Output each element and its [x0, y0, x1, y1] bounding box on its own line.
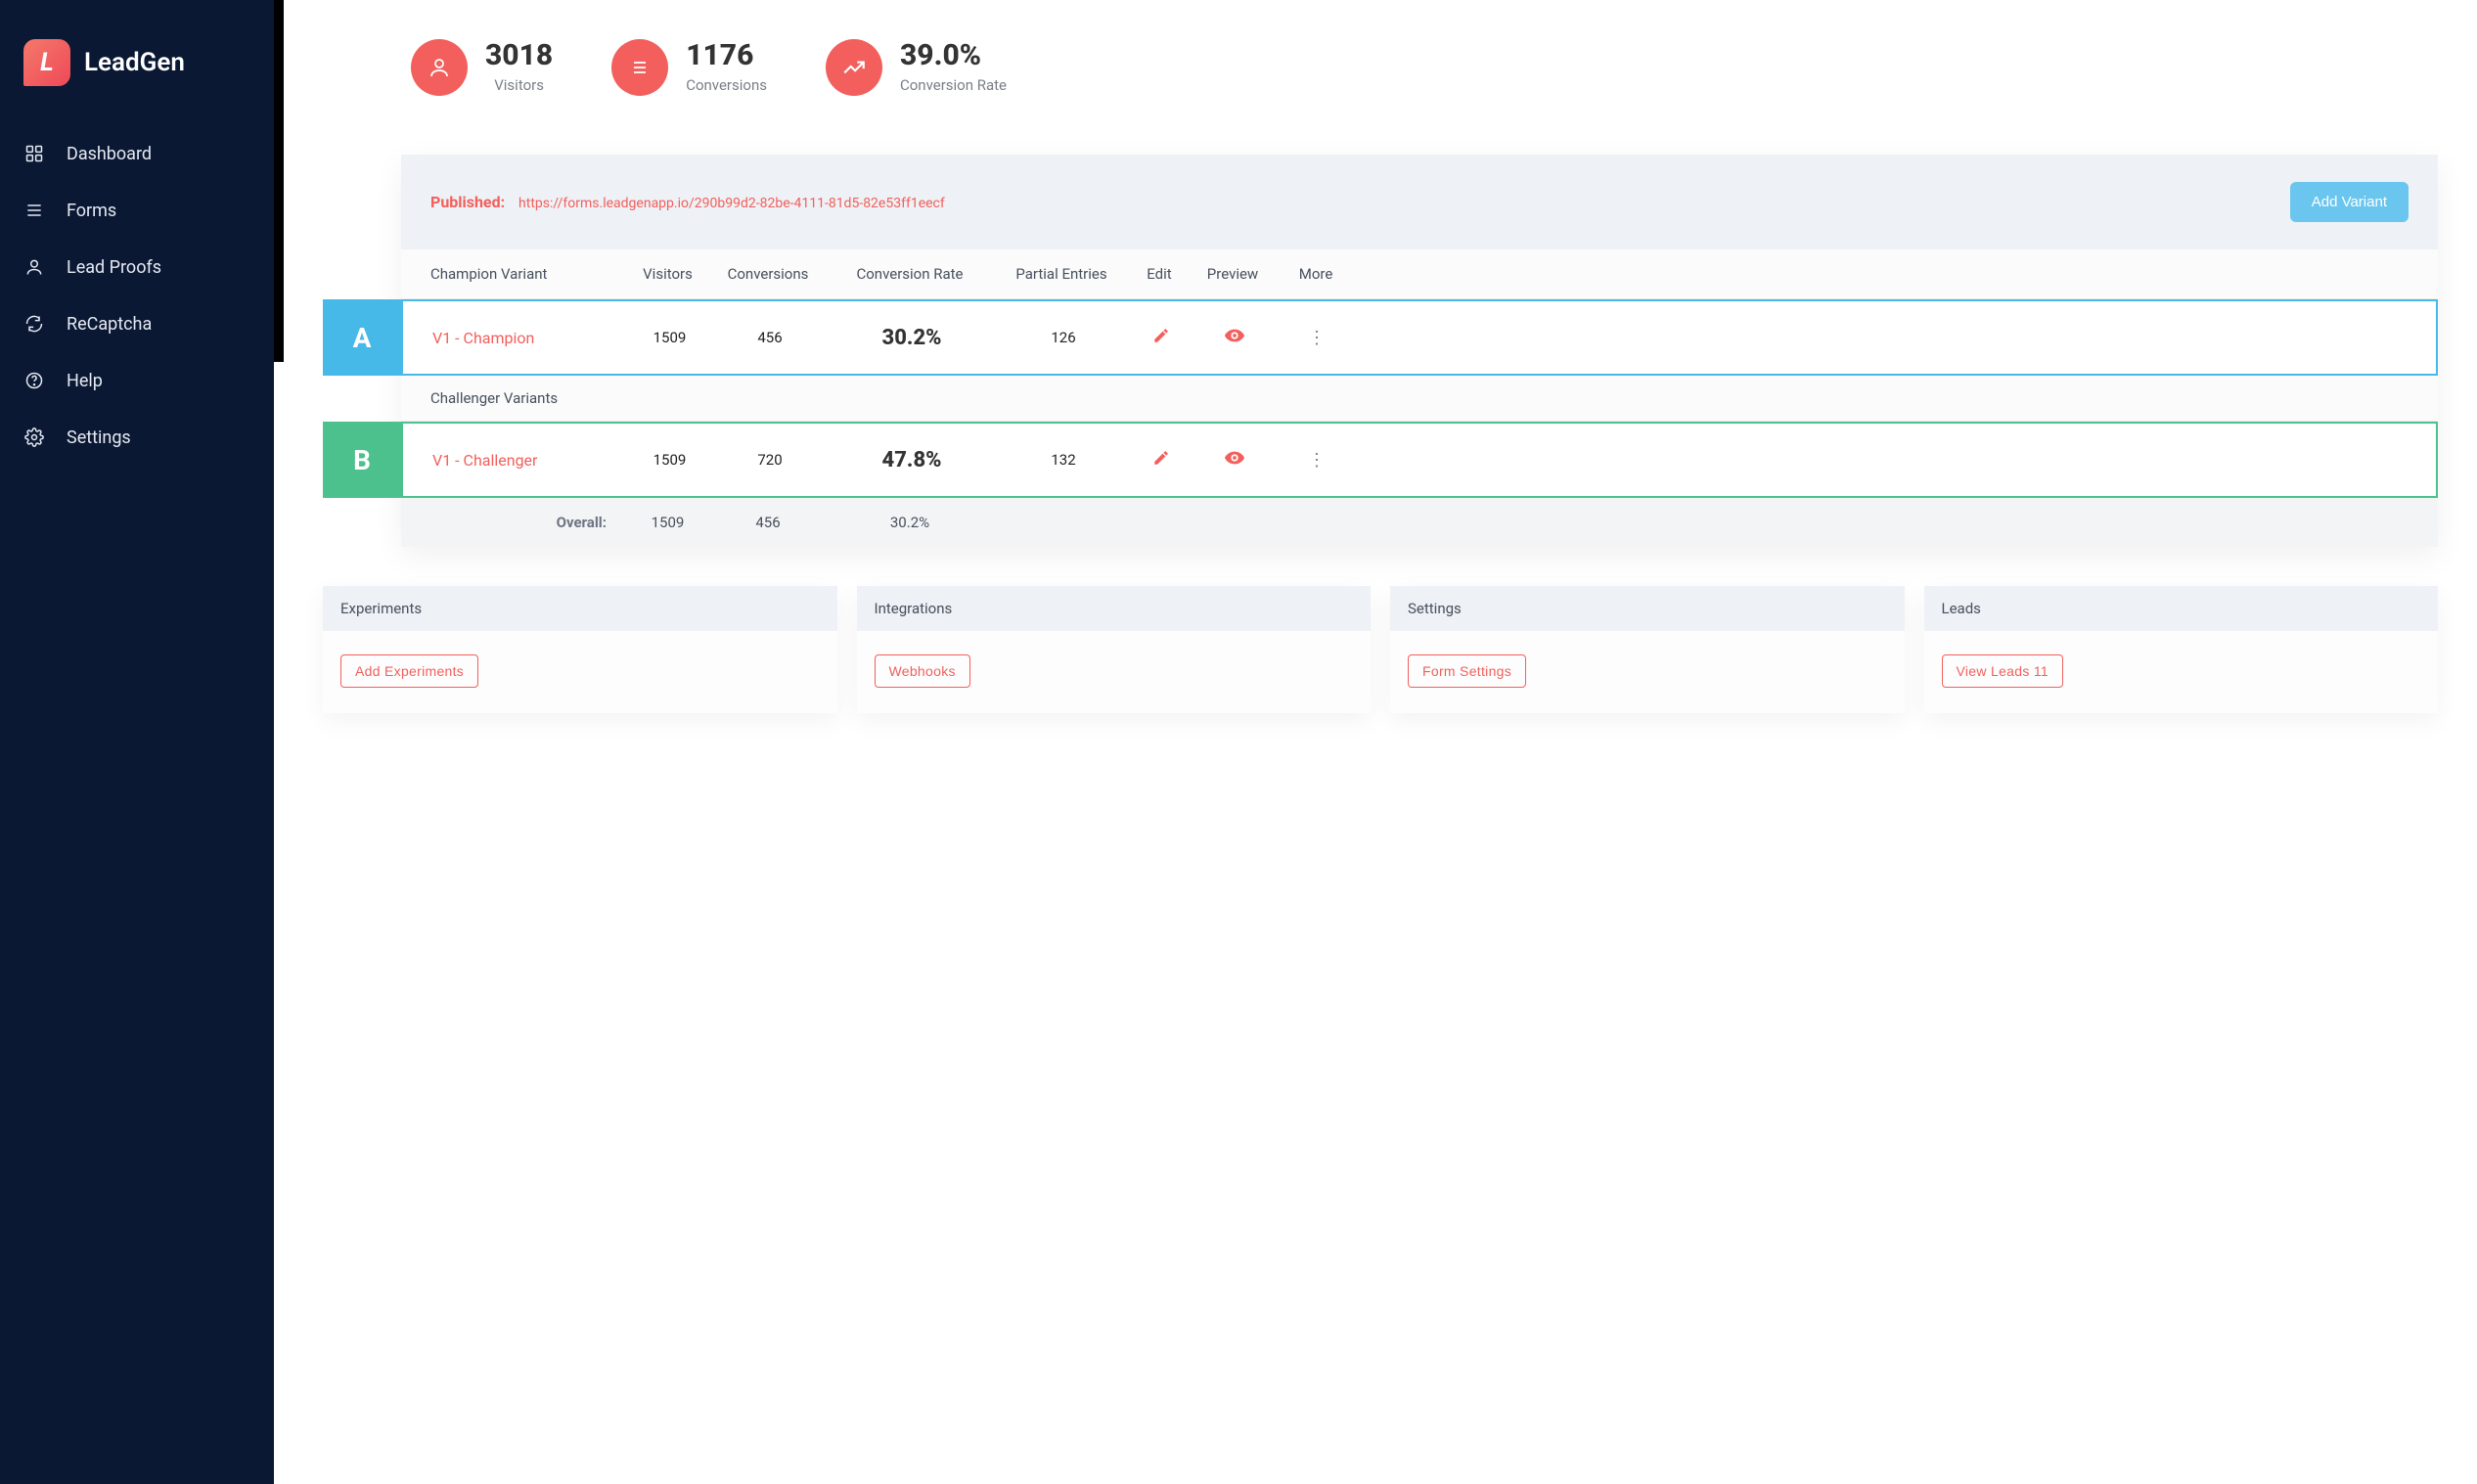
- sidebar-item-forms[interactable]: Forms: [0, 182, 274, 239]
- overall-label: Overall:: [430, 514, 626, 531]
- card-title: Leads: [1924, 586, 2439, 631]
- forms-icon: [23, 200, 45, 221]
- card-title: Integrations: [857, 586, 1372, 631]
- published-label: Published:: [430, 193, 505, 211]
- cell-conversions: 456: [711, 329, 829, 346]
- cell-partial: 132: [995, 451, 1132, 469]
- champion-row-wrap: A V1 - Champion 1509 456 30.2% 126 ⋮: [323, 299, 2438, 376]
- form-settings-button[interactable]: Form Settings: [1408, 654, 1526, 688]
- sidebar-item-label: Help: [67, 371, 103, 391]
- sidebar-item-help[interactable]: Help: [0, 352, 274, 409]
- edit-button[interactable]: [1132, 449, 1191, 471]
- publish-bar: Published: https://forms.leadgenapp.io/2…: [401, 155, 2438, 249]
- col-partial-entries: Partial Entries: [993, 265, 1130, 283]
- sidebar-item-recaptcha[interactable]: ReCaptcha: [0, 295, 274, 352]
- preview-button[interactable]: [1191, 447, 1279, 472]
- experiments-card: Experiments Add Experiments: [323, 586, 837, 713]
- visitors-icon: [411, 39, 468, 96]
- stat-label: Conversion Rate: [900, 76, 1007, 94]
- sidebar-item-label: Lead Proofs: [67, 257, 161, 278]
- preview-button[interactable]: [1191, 325, 1279, 350]
- leads-card: Leads View Leads 11: [1924, 586, 2439, 713]
- conversions-icon: [611, 39, 668, 96]
- cell-partial: 126: [995, 329, 1132, 346]
- challenger-row: V1 - Challenger 1509 720 47.8% 132 ⋮: [401, 422, 2438, 498]
- help-icon: [23, 370, 45, 391]
- cell-visitors: 1509: [628, 329, 711, 346]
- overall-row: Overall: 1509 456 30.2%: [401, 498, 2438, 547]
- col-more: More: [1277, 265, 1355, 283]
- integrations-card: Integrations Webhooks: [857, 586, 1372, 713]
- logo-badge-icon: L: [23, 39, 70, 86]
- logo-text: LeadGen: [84, 48, 185, 77]
- trend-icon: [826, 39, 882, 96]
- sidebar-item-label: Forms: [67, 201, 116, 221]
- challenger-row-wrap: B V1 - Challenger 1509 720 47.8% 132 ⋮: [323, 422, 2438, 498]
- variant-name[interactable]: V1 - Champion: [432, 329, 628, 347]
- dashboard-icon: [23, 143, 45, 164]
- variant-letter-b: B: [323, 422, 401, 498]
- bottom-cards: Experiments Add Experiments Integrations…: [323, 586, 2438, 713]
- cell-conversion-rate: 47.8%: [829, 448, 995, 472]
- stat-label: Visitors: [485, 76, 553, 94]
- variants-card: Published: https://forms.leadgenapp.io/2…: [401, 155, 2438, 547]
- card-title: Settings: [1390, 586, 1905, 631]
- stat-conversions: 1176 Conversions: [611, 39, 767, 96]
- add-variant-button[interactable]: Add Variant: [2290, 182, 2409, 222]
- gear-icon: [23, 427, 45, 448]
- cell-conversions: 720: [711, 451, 829, 469]
- sidebar-item-lead-proofs[interactable]: Lead Proofs: [0, 239, 274, 295]
- col-conversion-rate: Conversion Rate: [827, 265, 993, 283]
- stat-value: 3018: [485, 41, 553, 70]
- card-title: Experiments: [323, 586, 837, 631]
- cell-visitors: 1509: [628, 451, 711, 469]
- sidebar-item-label: Dashboard: [67, 144, 152, 164]
- more-button[interactable]: ⋮: [1279, 328, 1357, 348]
- cell-conversion-rate: 30.2%: [829, 326, 995, 350]
- overall-rate: 30.2%: [827, 514, 993, 531]
- champion-row: V1 - Champion 1509 456 30.2% 126 ⋮: [401, 299, 2438, 376]
- sidebar: L LeadGen Dashboard Forms Lead Proofs Re…: [0, 0, 274, 1484]
- sidebar-item-dashboard[interactable]: Dashboard: [0, 125, 274, 182]
- more-button[interactable]: ⋮: [1279, 450, 1357, 471]
- sidebar-edge: [274, 0, 284, 362]
- settings-card: Settings Form Settings: [1390, 586, 1905, 713]
- user-icon: [23, 256, 45, 278]
- challenger-section-header: Challenger Variants: [401, 376, 2438, 422]
- add-experiments-button[interactable]: Add Experiments: [340, 654, 478, 688]
- stat-value: 39.0%: [900, 41, 1007, 70]
- main-content: 3018 Visitors 1176 Conversions 39.0% Con…: [274, 0, 2477, 1484]
- sidebar-item-settings[interactable]: Settings: [0, 409, 274, 466]
- published-url[interactable]: https://forms.leadgenapp.io/290b99d2-82b…: [518, 196, 945, 211]
- sidebar-item-label: Settings: [67, 427, 131, 448]
- col-conversions: Conversions: [709, 265, 827, 283]
- stat-label: Conversions: [686, 76, 767, 94]
- view-leads-button[interactable]: View Leads 11: [1942, 654, 2063, 688]
- overall-visitors: 1509: [626, 514, 709, 531]
- variant-letter-a: A: [323, 299, 401, 376]
- logo[interactable]: L LeadGen: [0, 29, 274, 125]
- overall-conversions: 456: [709, 514, 827, 531]
- webhooks-button[interactable]: Webhooks: [875, 654, 970, 688]
- stats-row: 3018 Visitors 1176 Conversions 39.0% Con…: [323, 39, 2438, 96]
- edit-button[interactable]: [1132, 327, 1191, 348]
- refresh-icon: [23, 313, 45, 335]
- col-preview: Preview: [1189, 265, 1277, 283]
- table-header: Champion Variant Visitors Conversions Co…: [401, 249, 2438, 299]
- col-edit: Edit: [1130, 265, 1189, 283]
- col-visitors: Visitors: [626, 265, 709, 283]
- stat-conversion-rate: 39.0% Conversion Rate: [826, 39, 1007, 96]
- variant-name[interactable]: V1 - Challenger: [432, 451, 628, 470]
- sidebar-item-label: ReCaptcha: [67, 314, 152, 335]
- stat-visitors: 3018 Visitors: [411, 39, 553, 96]
- stat-value: 1176: [686, 41, 767, 70]
- col-champion-variant: Champion Variant: [430, 265, 626, 283]
